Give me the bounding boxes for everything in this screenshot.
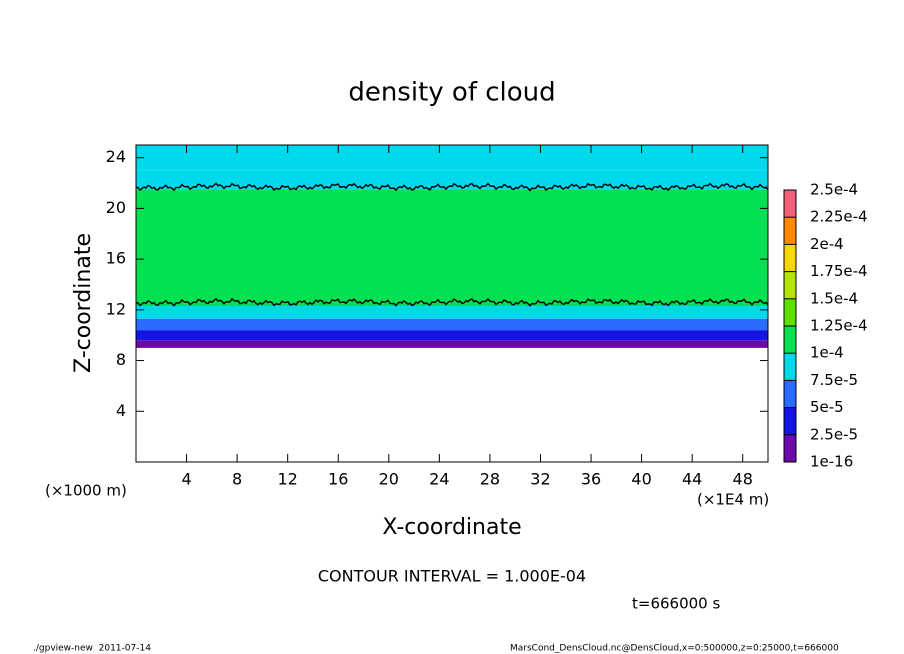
x-tick-label: 48 [733, 470, 753, 489]
x-tick-label: 24 [429, 470, 449, 489]
x-tick-label: 16 [328, 470, 348, 489]
x-axis-label: X-coordinate [382, 515, 521, 540]
x-tick-label: 40 [631, 470, 651, 489]
chart-title: density of cloud [348, 78, 555, 108]
x-tick-label: 20 [379, 470, 399, 489]
x-tick-label: 36 [581, 470, 601, 489]
colorbar-label: 1.75e-4 [810, 262, 868, 280]
x-tick-label: 44 [682, 470, 702, 489]
colorbar-label: 7.5e-5 [810, 371, 858, 389]
colorbar-segment [784, 217, 796, 245]
colorbar-label: 1e-16 [810, 453, 853, 471]
x-tick-label: 32 [530, 470, 550, 489]
y-tick-label: 4 [116, 401, 126, 420]
y-axis-label: Z-coordinate [71, 233, 96, 373]
field-layer [136, 340, 768, 348]
colorbar-label: 2.5e-5 [810, 425, 858, 443]
y-unit: (×1000 m) [45, 482, 127, 500]
x-unit: (×1E4 m) [697, 491, 769, 509]
x-tick-label: 28 [480, 470, 500, 489]
contour-note: CONTOUR INTERVAL = 1.000E-04 [318, 567, 586, 586]
time-note: t=666000 s [632, 595, 720, 613]
colorbar-segment [784, 434, 796, 462]
y-tick-label: 16 [106, 249, 126, 268]
colorbar-segment [784, 298, 796, 326]
colorbar-label: 5e-5 [810, 398, 844, 416]
field-layer [136, 330, 768, 341]
colorbar-segment [784, 244, 796, 272]
footer-left: ./gpview-new 2011-07-14 [33, 644, 151, 654]
contour-line [135, 182, 769, 192]
colorbar-label: 1.25e-4 [810, 317, 868, 335]
y-tick-label: 12 [106, 299, 126, 318]
colorbar-segment [784, 353, 796, 381]
colorbar-segment [784, 326, 796, 354]
colorbar-segment [784, 407, 796, 435]
colorbar-label: 2e-4 [810, 235, 844, 253]
colorbar-label: 2.5e-4 [810, 181, 858, 199]
field-layer [136, 318, 768, 331]
field-layer [136, 189, 768, 307]
colorbar-label: 1.5e-4 [810, 289, 858, 307]
field-layer [136, 145, 768, 171]
colorbar-segment [784, 271, 796, 299]
plot-frame [135, 144, 769, 463]
x-tick-label: 8 [232, 470, 242, 489]
y-tick-label: 20 [106, 198, 126, 217]
colorbar-label: 2.25e-4 [810, 208, 868, 226]
colorbar-segment [784, 190, 796, 218]
x-tick-label: 12 [278, 470, 298, 489]
field-layer [136, 347, 768, 462]
colorbar-label: 1e-4 [810, 344, 844, 362]
contour-line [135, 297, 769, 307]
field-layer [136, 306, 768, 319]
x-tick-label: 4 [181, 470, 191, 489]
colorbar-segment [784, 380, 796, 408]
y-tick-label: 8 [116, 350, 126, 369]
y-tick-label: 24 [106, 147, 126, 166]
footer-right: MarsCond_DensCloud.nc@DensCloud,x=0:5000… [510, 644, 839, 654]
